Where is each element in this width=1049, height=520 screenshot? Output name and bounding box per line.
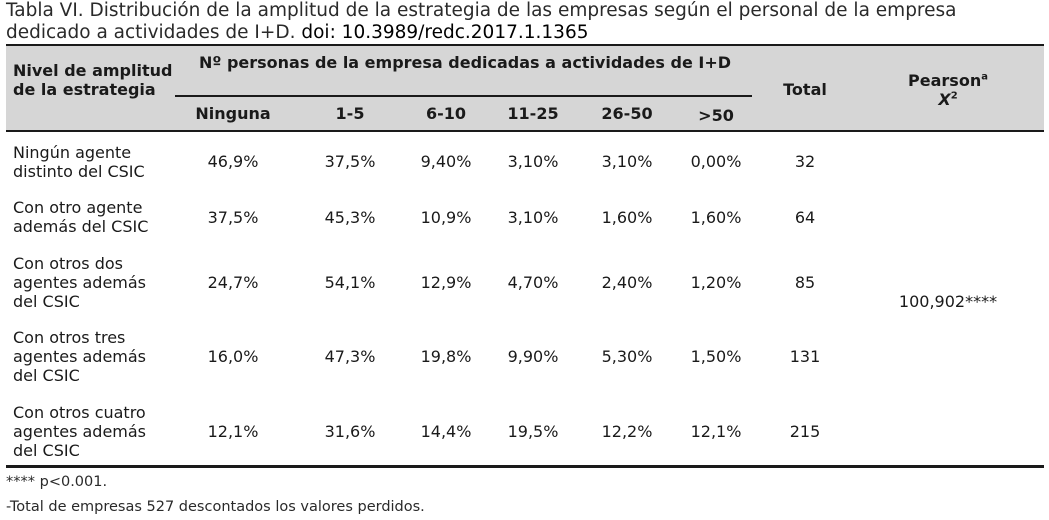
column-header-26-50: 26-50 <box>601 104 653 123</box>
column-header-gt50: >50 <box>698 106 734 125</box>
row-4-total: 131 <box>789 347 821 366</box>
row-2-11-25: 3,10% <box>507 208 559 227</box>
table-header-background <box>6 46 1044 130</box>
row-4-gt50: 1,50% <box>690 347 742 366</box>
row-2-1-5: 45,3% <box>324 208 376 227</box>
pearson-label: Pearson <box>908 71 982 90</box>
row-4-ninguna: 16,0% <box>207 347 259 366</box>
row-2-26-50: 1,60% <box>601 208 653 227</box>
row-1-1-5: 37,5% <box>324 152 376 171</box>
row-4-6-10: 19,8% <box>420 347 472 366</box>
row-1-11-25: 3,10% <box>507 152 559 171</box>
footnote-total: -Total de empresas 527 descontados los v… <box>6 499 425 515</box>
row-5-gt50: 12,1% <box>690 422 742 441</box>
pearson-value: 100,902**** <box>898 292 998 311</box>
row-5-6-10: 14,4% <box>420 422 472 441</box>
row-4-11-25: 9,90% <box>507 347 559 366</box>
row-2-total: 64 <box>794 208 816 227</box>
table-caption: Tabla VI. Distribución de la amplitud de… <box>6 0 1046 44</box>
group-header-rule <box>175 95 752 97</box>
pearson-header: Pearsona X2 <box>878 71 1018 109</box>
row-4-26-50: 5,30% <box>601 347 653 366</box>
row-label-1: Ningún agente distinto del CSIC <box>13 143 145 181</box>
row-2-ninguna: 37,5% <box>207 208 259 227</box>
row-label-3: Con otros dos agentes además del CSIC <box>13 254 147 311</box>
table-bottom-rule <box>6 465 1044 468</box>
chi-label: X <box>938 90 951 109</box>
row-5-1-5: 31,6% <box>324 422 376 441</box>
row-5-total: 215 <box>789 422 821 441</box>
row-label-2: Con otro agente además del CSIC <box>13 198 149 236</box>
row-3-gt50: 1,20% <box>690 273 742 292</box>
row-4-1-5: 47,3% <box>324 347 376 366</box>
column-header-ninguna: Ninguna <box>195 104 271 123</box>
pearson-superscript: a <box>981 71 988 83</box>
group-header-label: Nº personas de la empresa dedicadas a ac… <box>198 53 732 72</box>
row-1-gt50: 0,00% <box>690 152 742 171</box>
row-3-26-50: 2,40% <box>601 273 653 292</box>
caption-doi: doi: 10.3989/redc.2017.1.1365 <box>295 22 589 43</box>
row-1-6-10: 9,40% <box>420 152 472 171</box>
row-1-26-50: 3,10% <box>601 152 653 171</box>
total-header-label: Total <box>783 80 827 99</box>
row-5-11-25: 19,5% <box>507 422 559 441</box>
row-header-label: Nivel de amplitud de la estrategia <box>13 61 173 99</box>
header-bottom-rule <box>6 130 1044 132</box>
row-1-total: 32 <box>794 152 816 171</box>
row-3-total: 85 <box>794 273 816 292</box>
row-3-1-5: 54,1% <box>324 273 376 292</box>
row-5-ninguna: 12,1% <box>207 422 259 441</box>
row-label-4: Con otros tres agentes además del CSIC <box>13 328 147 385</box>
row-3-11-25: 4,70% <box>507 273 559 292</box>
row-2-6-10: 10,9% <box>420 208 472 227</box>
table-top-rule <box>6 44 1044 46</box>
row-1-ninguna: 46,9% <box>207 152 259 171</box>
row-3-ninguna: 24,7% <box>207 273 259 292</box>
column-header-6-10: 6-10 <box>425 104 467 123</box>
row-3-6-10: 12,9% <box>420 273 472 292</box>
row-label-5: Con otros cuatro agentes además del CSIC <box>13 403 147 460</box>
row-5-26-50: 12,2% <box>601 422 653 441</box>
footnote-significance: **** p<0.001. <box>6 474 108 490</box>
column-header-11-25: 11-25 <box>507 104 559 123</box>
chi-superscript: 2 <box>950 90 958 102</box>
row-2-gt50: 1,60% <box>690 208 742 227</box>
caption-text: Tabla VI. Distribución de la amplitud de… <box>6 0 957 43</box>
column-header-1-5: 1-5 <box>335 104 365 123</box>
